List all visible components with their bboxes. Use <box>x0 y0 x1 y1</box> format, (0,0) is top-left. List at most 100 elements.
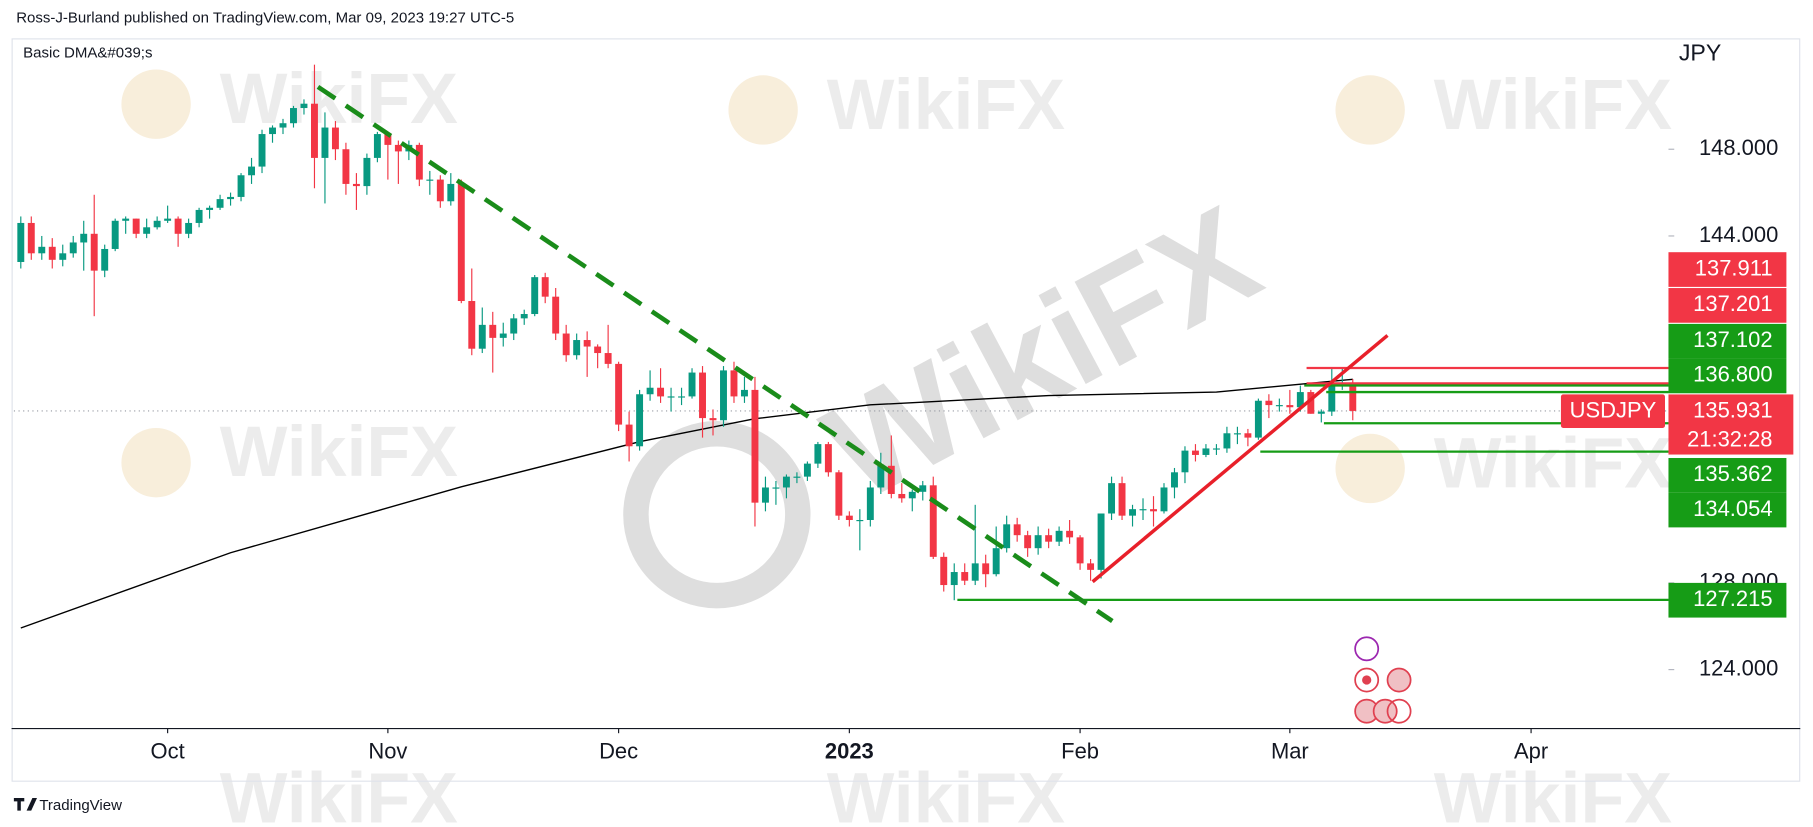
candle-body <box>636 394 644 447</box>
candle-body <box>1013 524 1021 536</box>
candle-body <box>174 218 182 234</box>
countdown-label: 21:32:28 <box>1687 426 1772 451</box>
price-tag-label: 127.215 <box>1693 586 1772 611</box>
candle-body <box>164 218 172 221</box>
candle-body <box>1150 509 1157 512</box>
candle-body <box>111 220 119 249</box>
candle-body <box>185 222 193 234</box>
candle-body <box>730 370 738 397</box>
candle-body <box>321 127 329 158</box>
candle-body <box>384 134 392 145</box>
brand-logo <box>13 797 37 811</box>
candle-body <box>216 199 224 208</box>
candle-body <box>510 318 518 334</box>
watermark: WikiFX <box>220 59 458 139</box>
candle-body <box>258 134 266 167</box>
candle-body <box>1349 383 1357 411</box>
candle-body <box>342 149 350 184</box>
event-icon[interactable] <box>1372 698 1398 724</box>
candle-body <box>457 183 465 302</box>
watermark-logo <box>1335 433 1405 504</box>
currency-label: JPY <box>1679 40 1721 66</box>
candle-body <box>478 324 486 349</box>
candle-body <box>562 333 570 356</box>
candle-body <box>290 108 297 124</box>
trendline-up <box>1091 334 1389 584</box>
event-icon[interactable] <box>1386 667 1412 693</box>
indicator-name: Basic DMA&#039;s <box>23 44 152 61</box>
candle-body <box>688 372 696 397</box>
candle-body <box>122 218 130 221</box>
candle-body <box>908 491 916 499</box>
event-icon[interactable] <box>1354 636 1380 662</box>
candle-body <box>1097 513 1105 570</box>
candle-body <box>1191 450 1199 455</box>
candle-body <box>929 485 937 557</box>
candle-body <box>961 572 969 581</box>
candle-body <box>772 487 780 489</box>
candle-body <box>1108 483 1116 514</box>
candle-body <box>447 183 455 202</box>
candle-body <box>1139 509 1147 511</box>
candle-body <box>499 333 507 338</box>
candle-body <box>824 444 832 473</box>
candle-body <box>709 418 717 421</box>
candle-body <box>741 389 748 397</box>
candle-body <box>90 233 98 271</box>
candle-body <box>1003 524 1011 549</box>
candle-body <box>1066 530 1074 538</box>
candle-body <box>531 277 539 315</box>
candle-body <box>227 196 235 200</box>
candle-body <box>352 183 360 187</box>
watermark: WikiFX <box>1434 759 1672 827</box>
chart-frame <box>11 38 1801 782</box>
price-tag <box>1668 582 1787 618</box>
watermark-logo <box>728 75 798 145</box>
candle-body <box>1223 433 1231 449</box>
candle-body <box>426 179 434 181</box>
watermark-logo <box>1335 75 1405 145</box>
candle-body <box>1212 448 1220 450</box>
x-tick-label: Dec <box>599 739 638 764</box>
candle-body <box>206 207 214 210</box>
candle-body <box>520 314 528 319</box>
candle-body <box>269 127 276 135</box>
candle-body <box>69 242 77 254</box>
candle-body <box>468 301 476 349</box>
candle-body <box>1087 563 1095 570</box>
candle-body <box>48 246 56 260</box>
candle-body <box>27 222 35 254</box>
x-tick-label: 2023 <box>825 739 874 764</box>
candle-body <box>667 396 675 398</box>
x-tick-label: Nov <box>368 739 407 764</box>
candle-body <box>1076 537 1084 564</box>
watermark: WikiFX <box>1434 423 1672 503</box>
candle-body <box>153 220 161 228</box>
x-tick-label: Feb <box>1061 739 1099 764</box>
candle-body <box>657 387 665 397</box>
last-price-label: 135.931 <box>1693 398 1772 423</box>
candle-body <box>1275 405 1283 407</box>
candle-body <box>1160 487 1168 512</box>
price-tag <box>1668 288 1787 323</box>
watermark-logo <box>121 427 191 498</box>
candle-body <box>552 296 560 334</box>
candle-body <box>699 372 706 419</box>
price-tag-label: 137.102 <box>1693 327 1772 352</box>
candle-body <box>1233 433 1241 435</box>
candle-body <box>300 103 308 109</box>
candle-body <box>17 222 25 262</box>
event-icon[interactable] <box>1386 698 1412 724</box>
candle-body <box>1024 535 1032 549</box>
candle-body <box>1129 509 1136 516</box>
candle-body <box>279 123 287 128</box>
candle-body <box>835 472 843 516</box>
candle-body <box>1317 411 1325 414</box>
x-tick-label: Apr <box>1514 739 1548 764</box>
watermark: WikiFX <box>827 759 1065 827</box>
candle-body <box>950 572 958 586</box>
candle-body <box>940 556 948 586</box>
candle-body <box>143 227 151 234</box>
